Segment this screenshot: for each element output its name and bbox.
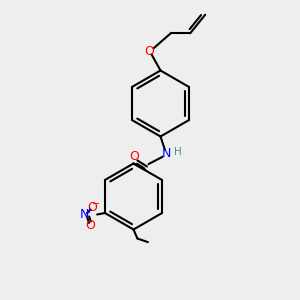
- Text: O: O: [144, 45, 154, 58]
- Text: H: H: [174, 146, 182, 157]
- Text: O: O: [85, 219, 95, 232]
- Text: N: N: [162, 146, 171, 160]
- Text: O: O: [130, 150, 139, 164]
- Text: N: N: [80, 208, 89, 221]
- Text: −: −: [92, 199, 101, 209]
- Text: +: +: [85, 206, 92, 215]
- Text: O: O: [87, 201, 97, 214]
